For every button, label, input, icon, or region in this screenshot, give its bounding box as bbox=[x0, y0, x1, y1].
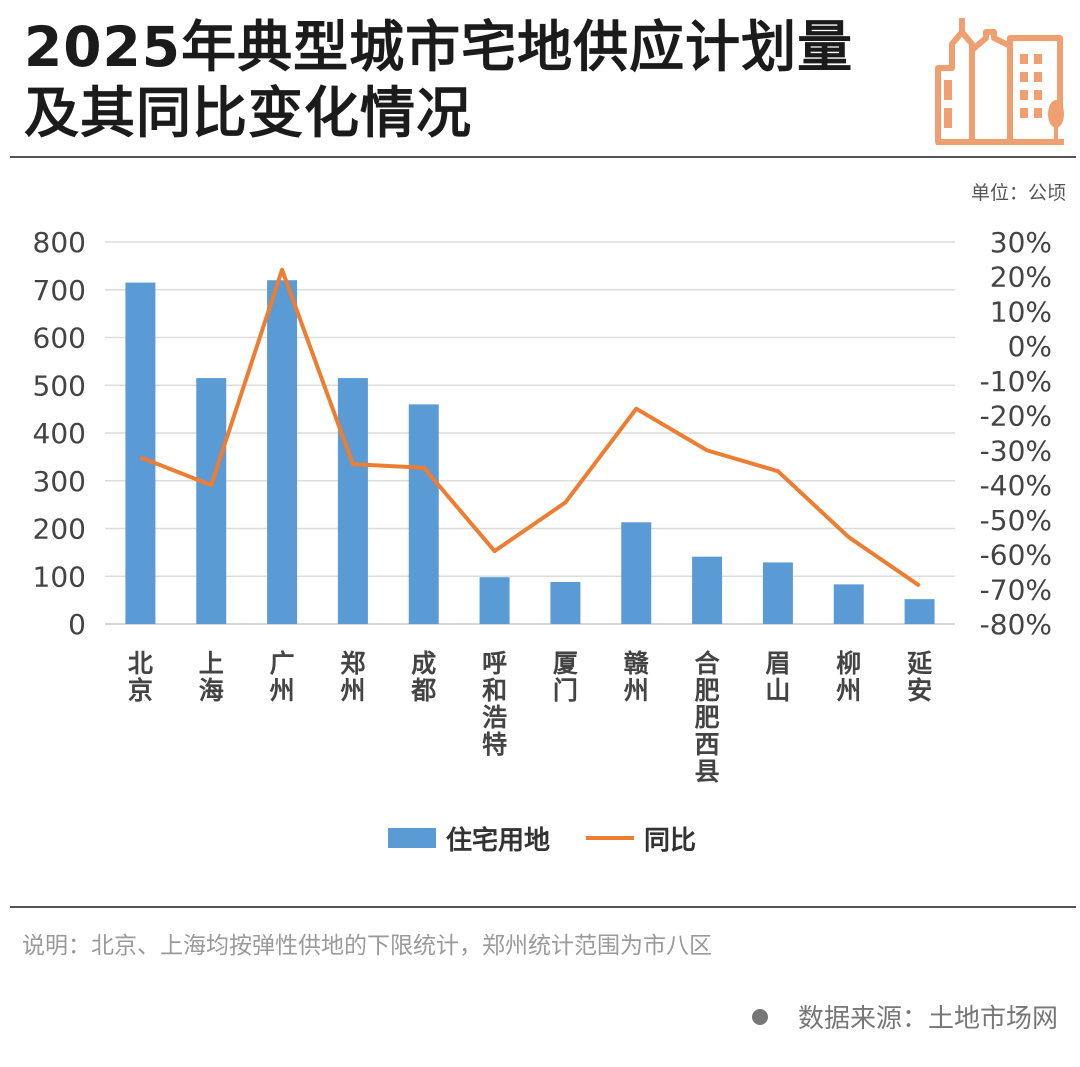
source-text: 数据来源：土地市场网 bbox=[797, 1004, 1058, 1034]
right-axis-tick-label: -80% bbox=[980, 608, 1052, 641]
x-axis-label: 延安 bbox=[906, 649, 933, 705]
x-axis-label: 郑州 bbox=[340, 649, 365, 705]
right-axis-tick-label: 10% bbox=[990, 295, 1052, 328]
bar bbox=[550, 581, 581, 624]
x-axis-label: 合肥肥西县 bbox=[695, 649, 721, 786]
footer-divider bbox=[10, 906, 1076, 908]
x-axis-label: 广州 bbox=[270, 649, 295, 705]
yoy-line bbox=[139, 267, 921, 588]
bar bbox=[337, 378, 368, 624]
building-icon bbox=[935, 18, 1064, 145]
bar bbox=[267, 280, 298, 624]
bullet-icon bbox=[751, 1008, 768, 1025]
legend-swatch-bar bbox=[388, 828, 436, 848]
x-axis-label: 眉山 bbox=[765, 649, 790, 705]
right-axis-tick-label: -60% bbox=[980, 539, 1052, 572]
bar bbox=[479, 577, 510, 624]
right-axis-tick-label: -50% bbox=[980, 504, 1052, 537]
left-axis-tick-label: 100 bbox=[33, 560, 86, 593]
legend-label-line: 同比 bbox=[644, 825, 697, 856]
left-axis-tick-label: 600 bbox=[33, 322, 86, 355]
x-axis-label: 呼和浩特 bbox=[482, 649, 507, 759]
x-axis-label: 上海 bbox=[199, 649, 224, 705]
right-axis-tick-label: -40% bbox=[980, 469, 1052, 502]
source-line: 数据来源：土地市场网 bbox=[751, 998, 1058, 1035]
footnote: 说明：北京、上海均按弹性供地的下限统计，郑州统计范围为市八区 bbox=[22, 933, 712, 959]
left-axis-tick-label: 700 bbox=[33, 274, 86, 307]
right-axis-tick-label: -70% bbox=[980, 573, 1052, 606]
title-divider bbox=[10, 156, 1076, 158]
gridlines bbox=[105, 241, 955, 625]
right-axis-tick-label: -30% bbox=[980, 434, 1052, 467]
x-axis-label: 北京 bbox=[128, 649, 153, 705]
right-axis-tick-label: -10% bbox=[980, 365, 1052, 398]
line-series bbox=[139, 267, 921, 588]
legend-item-bar: 住宅用地 bbox=[388, 820, 550, 857]
left-axis-tick-label: 0 bbox=[68, 608, 86, 641]
bar bbox=[408, 404, 439, 624]
right-axis-tick-label: 20% bbox=[990, 261, 1052, 294]
bar bbox=[833, 584, 864, 624]
unit-label: 单位：公顷 bbox=[970, 182, 1066, 204]
left-axis-tick-label: 800 bbox=[33, 226, 86, 259]
left-axis-tick-label: 500 bbox=[33, 369, 86, 402]
chart-title: 2025年典型城市宅地供应计划量及其同比变化情况 bbox=[24, 15, 854, 145]
bar-series bbox=[125, 280, 935, 624]
legend-label-bar: 住宅用地 bbox=[446, 825, 551, 856]
x-axis-label: 成都 bbox=[410, 649, 436, 705]
left-axis-tick-label: 200 bbox=[33, 513, 86, 546]
x-axis-label: 厦门 bbox=[553, 649, 578, 705]
left-axis-ticks: 800 700 600 500 400 300 200 100 0 bbox=[33, 226, 86, 641]
legend-swatch-line bbox=[586, 836, 635, 840]
right-axis-ticks: 30%20%10%0%-10%-20%-30%-40%-50%-60%-70%-… bbox=[980, 226, 1052, 641]
right-axis-tick-label: 30% bbox=[990, 226, 1052, 259]
right-axis-tick-label: 0% bbox=[1008, 330, 1052, 363]
left-axis-tick-label: 300 bbox=[33, 465, 86, 498]
right-axis-tick-label: -20% bbox=[980, 400, 1052, 433]
legend-item-line: 同比 bbox=[586, 820, 696, 857]
combo-chart: 800 700 600 500 400 300 200 100 0 30%20%10%0%-10… bbox=[33, 226, 1052, 786]
left-axis-tick-label: 400 bbox=[33, 417, 86, 450]
bar bbox=[196, 378, 227, 624]
bar bbox=[621, 522, 652, 624]
bar bbox=[125, 282, 156, 624]
bar bbox=[762, 562, 793, 624]
legend: 住宅用地 同比 bbox=[388, 818, 718, 858]
bar bbox=[692, 556, 723, 624]
x-axis-label: 赣州 bbox=[624, 649, 650, 705]
x-axis-label: 柳州 bbox=[836, 649, 861, 705]
bar bbox=[904, 599, 935, 624]
